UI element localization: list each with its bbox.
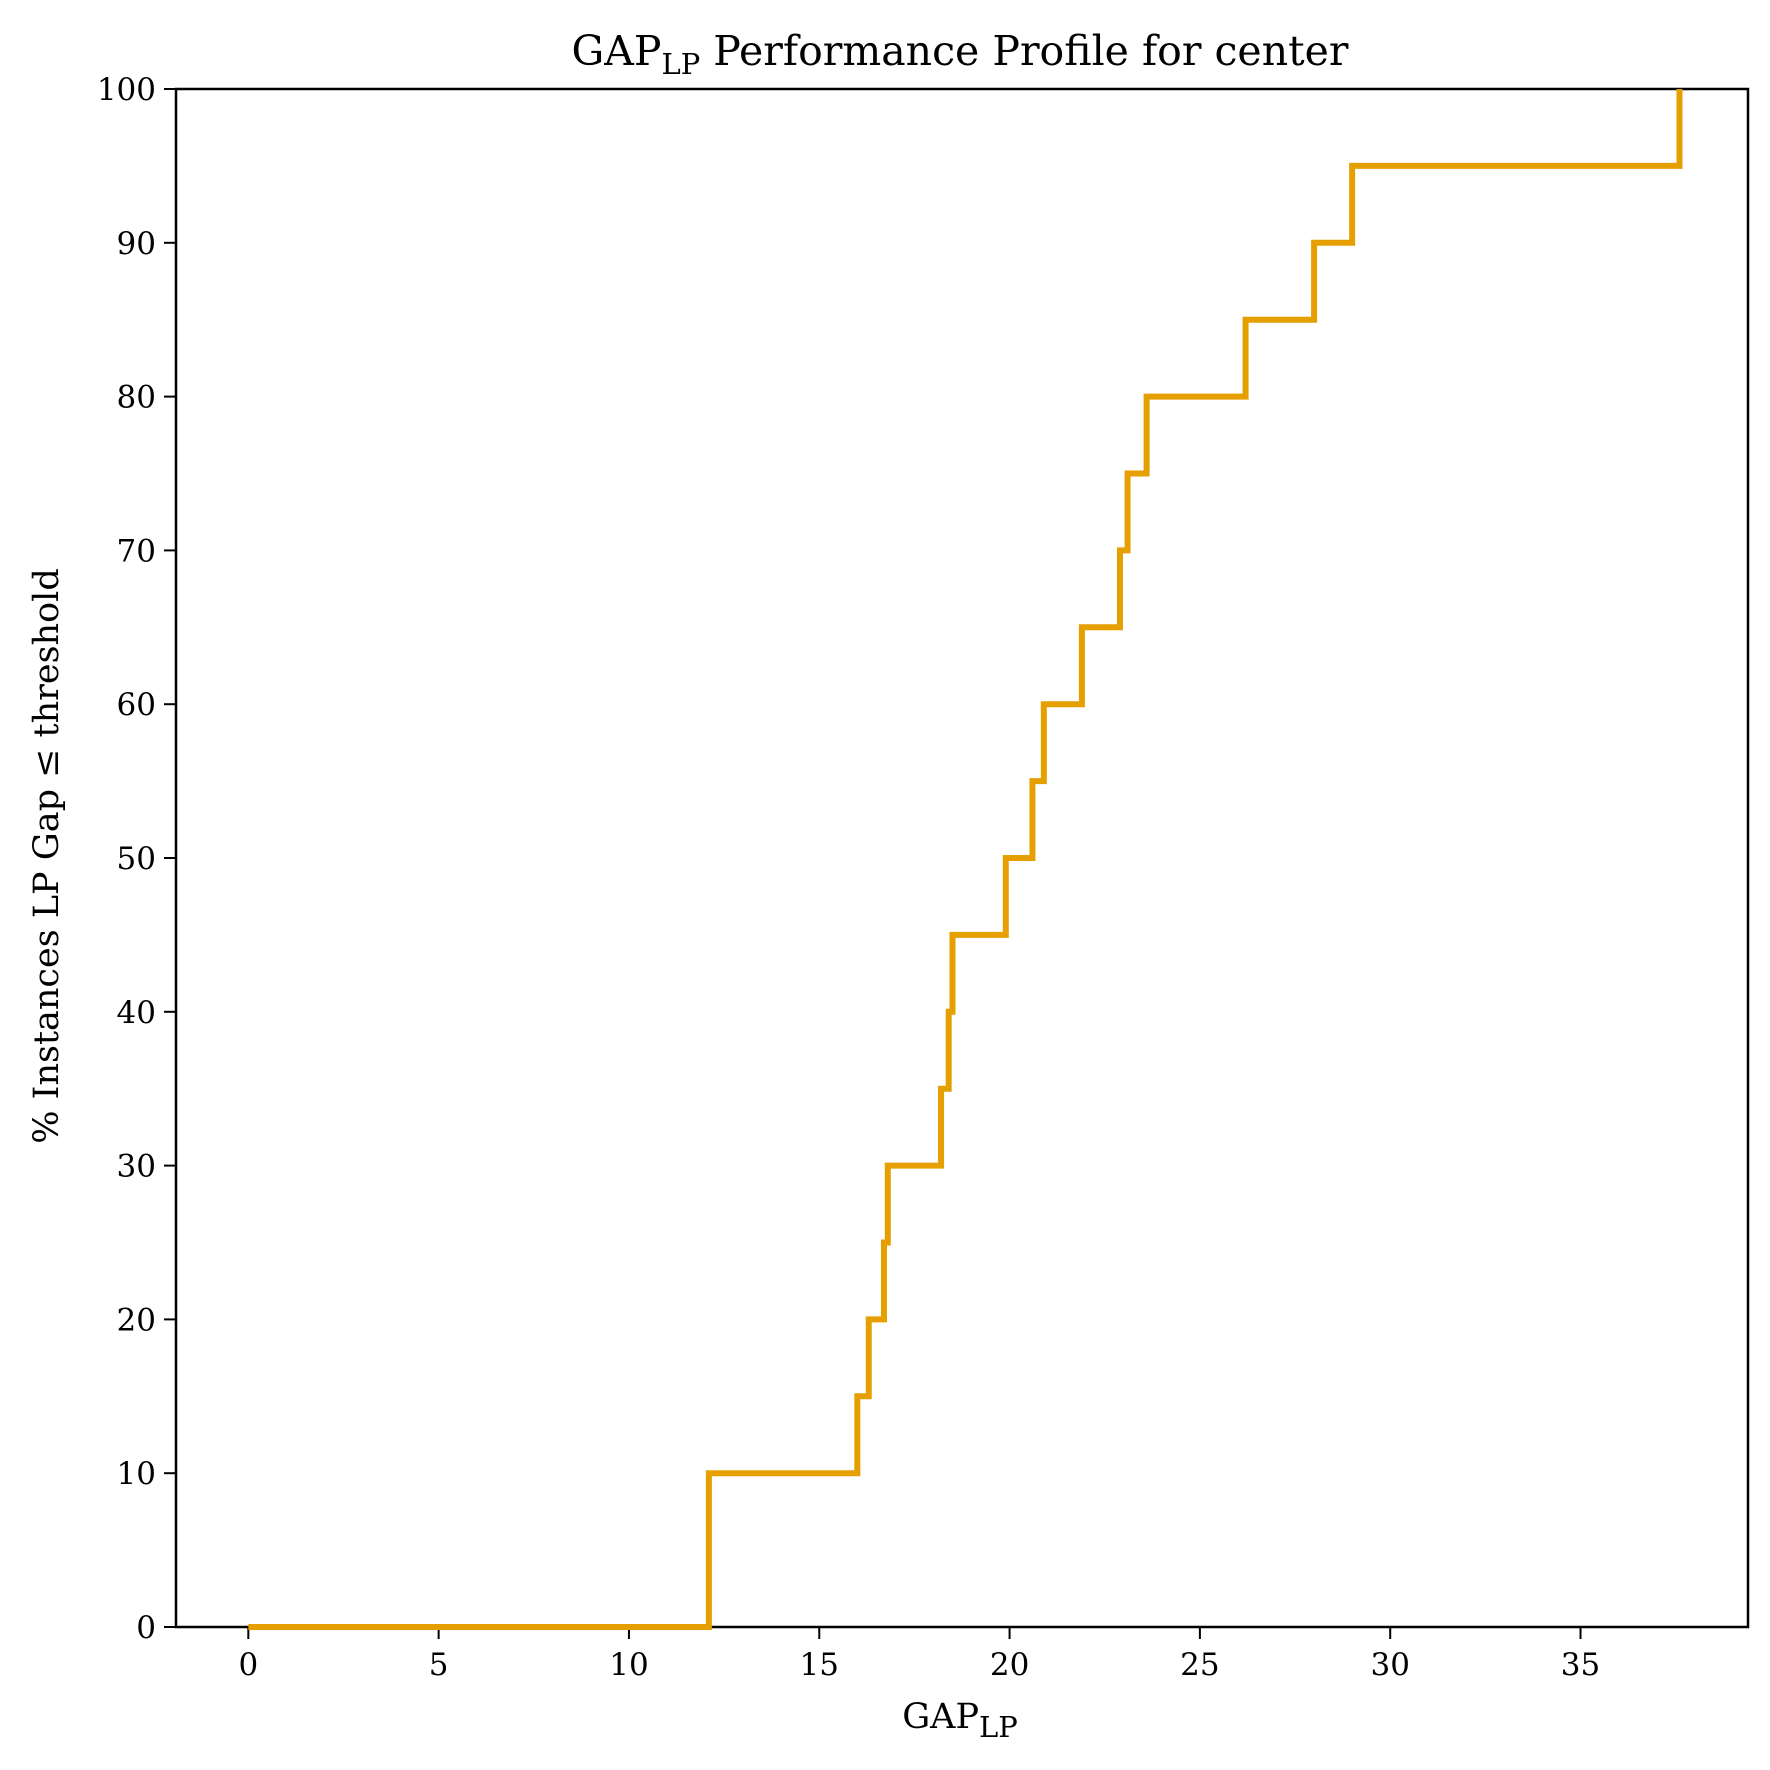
x-axis-label: GAPLP [902, 1697, 1018, 1744]
x-tick-label: 15 [800, 1647, 839, 1683]
y-tick-label: 100 [97, 72, 156, 108]
x-tick-label: 0 [238, 1647, 258, 1683]
series-layer [248, 89, 1683, 1630]
y-tick-label: 10 [117, 1456, 156, 1492]
plot-frame [174, 87, 1750, 1629]
x-tick-label: 5 [429, 1647, 449, 1683]
x-tick-label: 10 [609, 1647, 648, 1683]
y-axis-label: % Instances LP Gap ≤ threshold [27, 568, 67, 1144]
y-axis: 0 10 20 30 40 50 60 70 80 90 100 [97, 72, 176, 1646]
y-tick-label: 30 [117, 1149, 156, 1185]
y-tick-label: 90 [117, 226, 156, 262]
x-tick-label: 30 [1370, 1647, 1409, 1683]
y-tick-label: 20 [117, 1302, 156, 1338]
x-tick-label: 35 [1561, 1647, 1600, 1683]
y-tick-label: 80 [117, 380, 156, 416]
x-tick-label: 25 [1180, 1647, 1219, 1683]
y-tick-label: 50 [117, 841, 156, 877]
y-tick-label: 0 [136, 1610, 156, 1646]
y-tick-label: 40 [117, 995, 156, 1031]
chart-title: GAPLP Performance Profile for center [572, 27, 1349, 81]
series-line [248, 89, 1683, 1630]
y-tick-label: 70 [117, 533, 156, 569]
y-tick-label: 60 [117, 687, 156, 723]
x-tick-label: 20 [990, 1647, 1029, 1683]
x-axis: 0 5 10 15 20 25 30 35 [238, 1627, 1600, 1683]
